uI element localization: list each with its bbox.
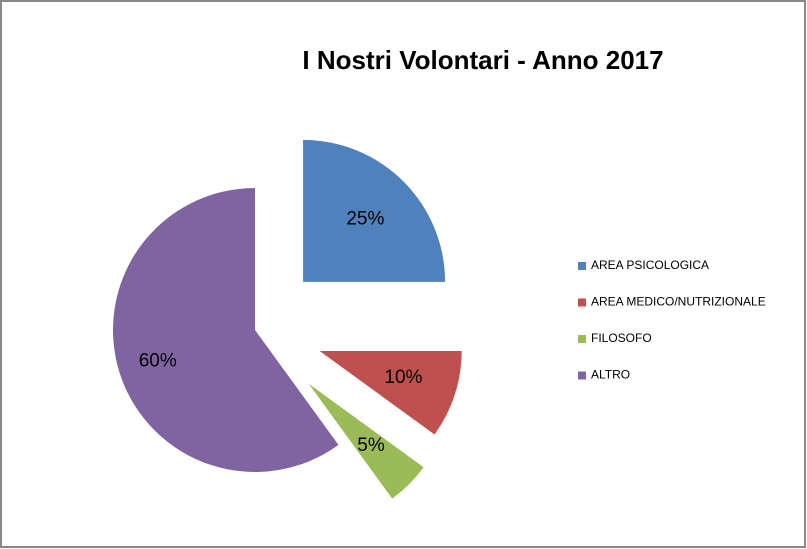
pie-slice [319, 351, 462, 435]
legend-label: ALTRO [591, 368, 630, 382]
pie-slice [303, 139, 446, 282]
legend-swatch [578, 335, 586, 343]
pie-slice [113, 188, 339, 472]
data-label: 5% [357, 435, 385, 456]
legend-swatch [578, 298, 586, 307]
pie-slice [308, 383, 424, 499]
legend-label: AREA MEDICO/NUTRIZIONALE [591, 295, 766, 309]
data-label: 25% [346, 209, 384, 230]
data-label: 10% [384, 367, 422, 388]
data-label: 60% [139, 351, 177, 372]
legend-swatch [578, 262, 586, 270]
legend-label: AREA PSICOLOGICA [591, 258, 709, 272]
legend-swatch [578, 371, 586, 380]
legend-label: FILOSOFO [591, 331, 652, 345]
chart-title: I Nostri Volontari - Anno 2017 [302, 45, 663, 75]
